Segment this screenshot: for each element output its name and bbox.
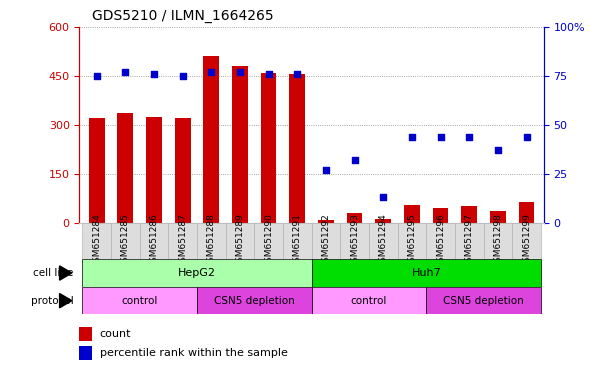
Point: [321, 167, 331, 173]
Text: GSM651293: GSM651293: [350, 214, 359, 268]
Text: percentile rank within the sample: percentile rank within the sample: [100, 348, 287, 358]
Text: GSM651290: GSM651290: [264, 214, 273, 268]
Text: cell line: cell line: [33, 268, 73, 278]
Text: GSM651289: GSM651289: [235, 214, 244, 268]
Bar: [490, 211, 506, 223]
Text: control: control: [351, 296, 387, 306]
Text: protocol: protocol: [31, 296, 73, 306]
Text: GSM651288: GSM651288: [207, 214, 216, 268]
Text: GDS5210 / ILMN_1664265: GDS5210 / ILMN_1664265: [92, 9, 273, 23]
Bar: [232, 66, 248, 223]
Point: [436, 134, 445, 140]
Text: GSM651296: GSM651296: [436, 214, 445, 268]
Point: [293, 71, 302, 77]
Point: [207, 69, 216, 75]
Text: GSM651285: GSM651285: [121, 214, 130, 268]
Bar: [146, 117, 162, 223]
Bar: [225, 223, 254, 259]
Bar: [140, 223, 168, 259]
Bar: [318, 220, 334, 223]
Point: [120, 69, 130, 75]
Point: [378, 194, 388, 200]
Bar: [346, 213, 362, 223]
Text: Huh7: Huh7: [411, 268, 441, 278]
Polygon shape: [60, 293, 72, 308]
Bar: [203, 56, 219, 223]
Bar: [175, 118, 191, 223]
Text: GSM651294: GSM651294: [379, 214, 388, 268]
Text: GSM651299: GSM651299: [522, 214, 531, 268]
Bar: [111, 223, 140, 259]
Text: CSN5 depletion: CSN5 depletion: [214, 296, 295, 306]
Point: [349, 157, 359, 163]
Bar: [426, 223, 455, 259]
Point: [407, 134, 417, 140]
Point: [92, 73, 101, 79]
Text: GSM651284: GSM651284: [92, 214, 101, 268]
Bar: [483, 223, 512, 259]
Text: GSM651297: GSM651297: [465, 214, 474, 268]
Bar: [197, 223, 225, 259]
Bar: [455, 223, 483, 259]
Bar: [519, 202, 535, 223]
Bar: [168, 223, 197, 259]
Bar: [312, 223, 340, 259]
Polygon shape: [60, 266, 72, 280]
Bar: [512, 223, 541, 259]
Point: [235, 69, 245, 75]
Bar: [404, 205, 420, 223]
Text: control: control: [122, 296, 158, 306]
Bar: [79, 346, 92, 360]
Bar: [82, 223, 111, 259]
Bar: [290, 74, 305, 223]
Text: GSM651286: GSM651286: [150, 214, 158, 268]
Bar: [261, 73, 277, 223]
Text: GSM651298: GSM651298: [494, 214, 502, 268]
Point: [178, 73, 188, 79]
Point: [464, 134, 474, 140]
Bar: [340, 223, 369, 259]
Text: HepG2: HepG2: [178, 268, 216, 278]
Text: GSM651295: GSM651295: [408, 214, 417, 268]
Text: CSN5 depletion: CSN5 depletion: [443, 296, 524, 306]
Bar: [375, 219, 391, 223]
Bar: [426, 287, 541, 314]
Point: [522, 134, 532, 140]
Point: [264, 71, 274, 77]
Bar: [369, 223, 398, 259]
Bar: [461, 207, 477, 223]
Bar: [283, 223, 312, 259]
Bar: [82, 287, 197, 314]
Bar: [398, 223, 426, 259]
Text: GSM651287: GSM651287: [178, 214, 187, 268]
Text: GSM651292: GSM651292: [321, 214, 331, 268]
Bar: [433, 208, 448, 223]
Bar: [197, 287, 312, 314]
Text: GSM651291: GSM651291: [293, 214, 302, 268]
Point: [149, 71, 159, 77]
Bar: [312, 259, 541, 287]
Bar: [89, 118, 104, 223]
Bar: [312, 287, 426, 314]
Text: count: count: [100, 329, 131, 339]
Point: [493, 147, 503, 153]
Bar: [82, 259, 312, 287]
Bar: [79, 328, 92, 341]
Bar: [254, 223, 283, 259]
Bar: [117, 113, 133, 223]
